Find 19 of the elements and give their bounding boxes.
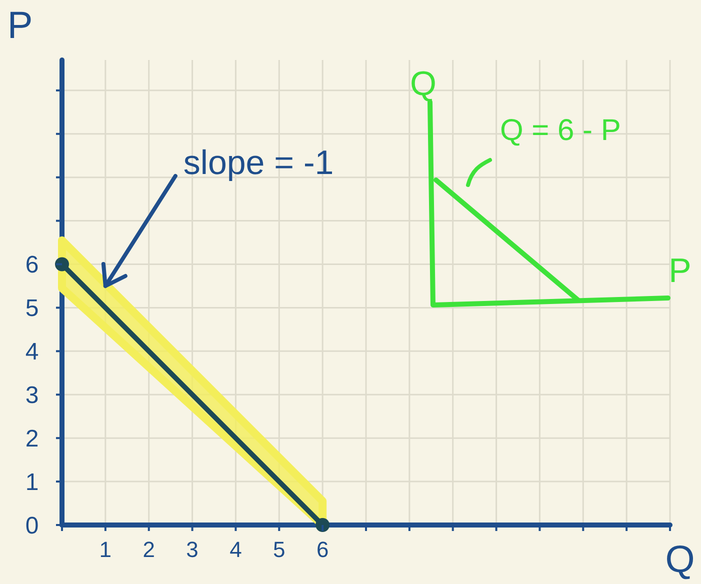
x-axis-title: Q bbox=[665, 539, 695, 581]
annotation: P bbox=[668, 252, 692, 290]
y-tick-label: 2 bbox=[25, 425, 39, 452]
y-tick-label: 5 bbox=[25, 295, 39, 322]
x-tick-label: 2 bbox=[142, 537, 155, 562]
y-tick-label: 4 bbox=[25, 338, 39, 366]
y-tick-label: 1 bbox=[25, 468, 39, 496]
annotation: Q bbox=[410, 65, 436, 103]
x-tick-label: 4 bbox=[230, 537, 242, 562]
x-tick-label: 5 bbox=[273, 537, 286, 562]
annotation: Q = 6 - P bbox=[500, 114, 621, 147]
y-tick-label: 3 bbox=[25, 382, 39, 410]
y-axis-title: P bbox=[7, 5, 33, 47]
x-tick-label: 3 bbox=[186, 537, 198, 562]
y-tick-label: 0 bbox=[25, 512, 39, 540]
y-tick-label: 6 bbox=[25, 252, 39, 279]
x-tick-label: 6 bbox=[316, 537, 329, 562]
annotation: slope = -1 bbox=[183, 144, 334, 182]
x-tick-label: 1 bbox=[99, 537, 112, 562]
